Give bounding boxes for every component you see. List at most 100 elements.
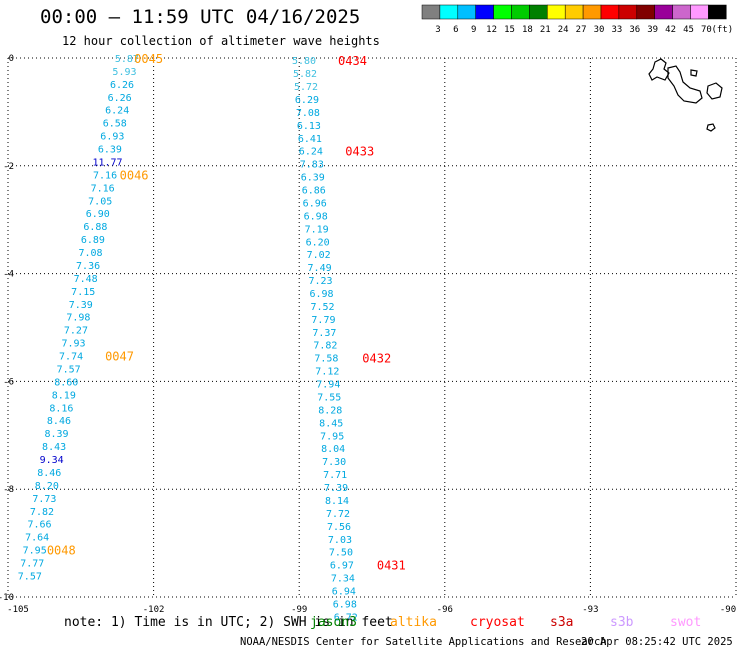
legend-tick-label: 30: [594, 25, 605, 35]
swh-data-label: 6.39: [98, 145, 122, 156]
chart-title: 00:00 – 11:59 UTC 04/16/2025: [40, 6, 361, 28]
swh-data-label: 6.26: [108, 93, 132, 104]
swh-data-label: 6.98: [309, 289, 333, 300]
island-outline: [690, 69, 698, 77]
swh-data-label: 6.88: [83, 222, 107, 233]
swh-data-label: 7.58: [314, 354, 338, 365]
swh-data-label: 6.96: [303, 198, 327, 209]
swh-data-label: 7.55: [317, 392, 341, 403]
x-tick-label: -99: [291, 605, 307, 615]
x-tick-label: -90: [720, 605, 736, 615]
swh-data-label: 11.77: [92, 157, 122, 168]
swh-data-label: 8.43: [42, 442, 66, 453]
legend-swatch: [654, 4, 673, 20]
x-tick-label: -105: [7, 605, 29, 615]
satellite-legend-item: cryosat: [470, 615, 525, 630]
swh-data-label: 6.26: [110, 80, 134, 91]
swh-data-label: 7.37: [312, 328, 336, 339]
swh-data-label: 6.90: [86, 209, 110, 220]
legend-tick-label: 9: [471, 25, 476, 35]
swh-data-label: 7.83: [300, 160, 324, 171]
swh-data-label: 7.12: [315, 367, 339, 378]
legend-tick-label: 24: [558, 25, 569, 35]
swh-data-label: 7.57: [57, 364, 81, 375]
x-tick-label: -102: [143, 605, 165, 615]
legend-swatch: [618, 4, 638, 20]
swh-data-label: 7.95: [23, 546, 47, 557]
swh-data-label: 8.19: [52, 390, 76, 401]
swh-data-label: 8.45: [319, 418, 343, 429]
swh-data-label: 7.39: [324, 483, 348, 494]
x-tick-label: -96: [437, 605, 453, 615]
swh-data-label: 8.16: [49, 403, 73, 414]
swh-data-label: 7.48: [74, 274, 98, 285]
pass-time-label: 0432: [362, 352, 391, 366]
footer-credit: NOAA/NESDIS Center for Satellite Applica…: [240, 636, 607, 648]
swh-data-label: 7.05: [88, 196, 112, 207]
swh-data-label: 7.50: [329, 548, 353, 559]
legend-tick-label: 6: [453, 25, 458, 35]
satellite-legend-item: s3b: [610, 615, 634, 630]
legend-tick-label: 70: [701, 25, 712, 35]
legend-tick-label: 45: [683, 25, 694, 35]
legend-tick-label: 12: [486, 25, 497, 35]
swh-data-label: 6.94: [332, 587, 356, 598]
swh-data-label: 7.52: [310, 302, 334, 313]
pass-time-label: 0431: [377, 559, 406, 573]
legend-swatch: [636, 4, 655, 20]
satellite-legend-item: swot: [670, 615, 701, 630]
swh-data-label: 7.94: [316, 380, 340, 391]
units-note: note: 1) Time is in UTC; 2) SWH is in fe…: [64, 615, 393, 630]
island-outline: [648, 58, 670, 81]
swh-data-label: 5.80: [292, 56, 316, 67]
swh-data-label: 6.41: [298, 134, 322, 145]
swh-data-label: 6.72: [334, 612, 358, 623]
chart-subtitle: 12 hour collection of altimeter wave hei…: [62, 34, 380, 48]
swh-data-label: 7.71: [323, 470, 347, 481]
swh-data-label: 6.13: [297, 121, 321, 132]
legend-swatch: [708, 4, 727, 20]
swh-data-label: 7.66: [27, 520, 51, 531]
x-tick-label: -93: [582, 605, 598, 615]
legend-swatch: [421, 4, 441, 20]
swh-data-label: 7.16: [91, 183, 115, 194]
legend-unit-label: (ft): [711, 25, 733, 35]
legend-swatch: [672, 4, 691, 20]
satellite-legend-item: jason3: [310, 615, 357, 630]
legend-swatch: [547, 4, 566, 20]
swh-data-label: 7.08: [78, 248, 102, 259]
swh-data-label: 7.36: [76, 261, 100, 272]
swh-data-label: 7.82: [30, 507, 54, 518]
swh-data-label: 7.79: [311, 315, 335, 326]
island-outline: [706, 82, 723, 100]
pass-time-label: 0047: [105, 350, 134, 364]
legend-tick-label: 42: [665, 25, 676, 35]
swh-data-label: 7.73: [32, 494, 56, 505]
swh-data-label: 9.34: [40, 455, 64, 466]
legend-tick-label: 33: [611, 25, 622, 35]
swh-data-label: 6.98: [304, 211, 328, 222]
legend-swatch: [582, 4, 602, 20]
legend-tick-label: 21: [540, 25, 551, 35]
y-tick-label: -4: [3, 270, 14, 280]
swh-data-label: 6.24: [105, 106, 129, 117]
swh-data-label: 5.72: [294, 82, 318, 93]
legend-swatch: [529, 4, 548, 20]
legend-tick-label: 39: [647, 25, 658, 35]
swh-data-label: 8.20: [35, 481, 59, 492]
swh-data-label: 5.87: [115, 54, 139, 65]
legend-swatch: [475, 4, 494, 20]
y-tick-label: -6: [3, 377, 14, 387]
swh-data-label: 7.56: [327, 522, 351, 533]
y-tick-label: -10: [0, 593, 14, 603]
swh-data-label: 7.57: [18, 571, 42, 582]
swh-data-label: 7.82: [313, 341, 337, 352]
swh-data-label: 5.93: [112, 67, 136, 78]
swh-data-label: 7.19: [305, 224, 329, 235]
pass-time-label: 0048: [47, 544, 76, 558]
swh-data-label: 8.39: [44, 429, 68, 440]
swh-data-label: 7.03: [328, 535, 352, 546]
swh-data-label: 7.64: [25, 533, 49, 544]
y-tick-label: -2: [3, 162, 14, 172]
